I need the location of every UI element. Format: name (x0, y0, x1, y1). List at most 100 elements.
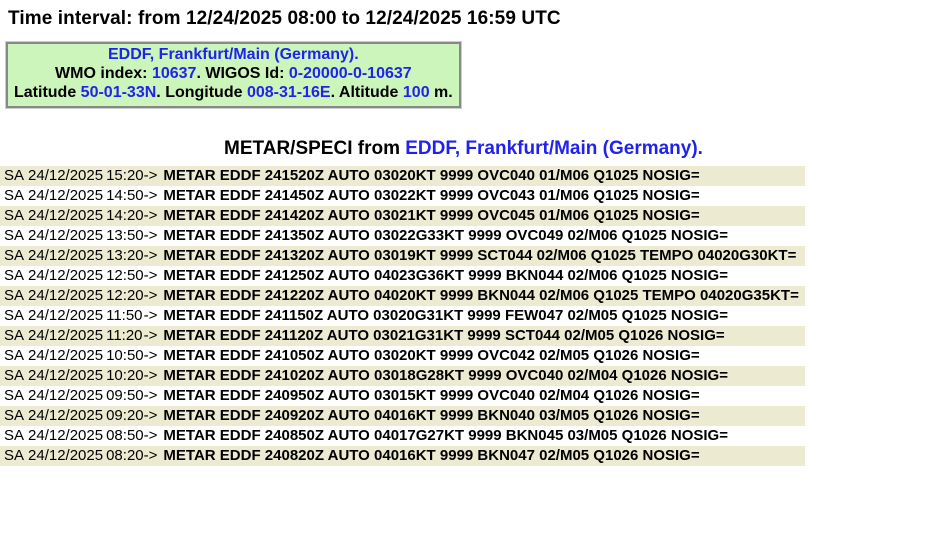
report-time-cell: 14:50 (106, 185, 144, 206)
report-time-cell: 08:50 (106, 425, 144, 446)
altitude-unit: m. (434, 83, 453, 101)
report-arrow-cell: -> (143, 345, 164, 366)
station-info-container: EDDF, Frankfurt/Main (Germany). WMO inde… (0, 30, 927, 109)
station-identifiers: WMO index: 10637. WIGOS Id: 0-20000-0-10… (14, 65, 453, 84)
report-arrow-cell: -> (143, 385, 164, 406)
report-time-cell: 10:20 (106, 365, 144, 386)
report-text-cell: METAR EDDF 241450Z AUTO 03022KT 9999 OVC… (163, 185, 805, 206)
table-row: SA 24/12/2025 14:50 -> METAR EDDF 241450Z AU… (0, 185, 805, 206)
report-date-cell: 24/12/2025 (28, 425, 107, 446)
wigos-id-value: 0-20000-0-10637 (288, 64, 412, 82)
table-row: SA 24/12/2025 12:20 -> METAR EDDF 241220Z AU… (0, 285, 805, 306)
longitude-label: Longitude (165, 83, 243, 101)
report-date-cell: 24/12/2025 (28, 445, 107, 466)
report-date-cell: 24/12/2025 (28, 305, 107, 326)
table-row: SA 24/12/2025 10:20 -> METAR EDDF 241020Z AU… (0, 365, 805, 386)
report-type-cell: SA (0, 345, 29, 366)
report-time-cell: 11:20 (106, 325, 144, 346)
report-text-cell: METAR EDDF 240950Z AUTO 03015KT 9999 OVC… (163, 385, 805, 406)
report-text-cell: METAR EDDF 241250Z AUTO 04023G36KT 9999 … (163, 265, 805, 286)
report-arrow-cell: -> (143, 425, 164, 446)
report-date-cell: 24/12/2025 (28, 245, 107, 266)
report-text-cell: METAR EDDF 241520Z AUTO 03020KT 9999 OVC… (163, 165, 805, 186)
report-arrow-cell: -> (143, 325, 164, 346)
report-arrow-cell: -> (143, 165, 164, 186)
report-date-cell: 24/12/2025 (28, 185, 107, 206)
report-time-cell: 13:50 (106, 225, 144, 246)
report-type-cell: SA (0, 285, 29, 306)
report-text-cell: METAR EDDF 241350Z AUTO 03022G33KT 9999 … (163, 225, 805, 246)
report-arrow-cell: -> (143, 245, 164, 266)
report-time-cell: 08:20 (106, 445, 144, 466)
report-time-cell: 11:50 (106, 305, 144, 326)
report-date-cell: 24/12/2025 (28, 405, 107, 426)
report-arrow-cell: -> (143, 285, 164, 306)
report-text-cell: METAR EDDF 241420Z AUTO 03021KT 9999 OVC… (163, 205, 805, 226)
station-info-box: EDDF, Frankfurt/Main (Germany). WMO inde… (5, 41, 462, 109)
latitude-separator: . (156, 83, 161, 101)
page-title: METAR/SPECI from EDDF, Frankfurt/Main (G… (0, 108, 927, 166)
table-row: SA 24/12/2025 09:20 -> METAR EDDF 240920Z AU… (0, 405, 805, 426)
report-time-cell: 10:50 (106, 345, 144, 366)
page-title-station: EDDF, Frankfurt/Main (Germany). (405, 137, 703, 159)
table-row: SA 24/12/2025 13:20 -> METAR EDDF 241320Z AU… (0, 245, 805, 266)
wigos-id-label: WIGOS Id: (205, 64, 285, 82)
report-text-cell: METAR EDDF 241120Z AUTO 03021G31KT 9999 … (163, 325, 805, 346)
report-date-cell: 24/12/2025 (28, 345, 107, 366)
station-name: EDDF, Frankfurt/Main (Germany). (108, 46, 359, 63)
latitude-label: Latitude (14, 83, 77, 101)
table-row: SA 24/12/2025 13:50 -> METAR EDDF 241350Z AU… (0, 225, 805, 246)
time-interval-heading: Time interval: from 12/24/2025 08:00 to … (8, 8, 561, 29)
report-arrow-cell: -> (143, 365, 164, 386)
report-date-cell: 24/12/2025 (28, 325, 107, 346)
report-text-cell: METAR EDDF 240820Z AUTO 04016KT 9999 BKN… (163, 445, 805, 466)
report-arrow-cell: -> (143, 265, 164, 286)
table-row: SA 24/12/2025 11:50 -> METAR EDDF 241150Z AU… (0, 305, 805, 326)
latitude-value: 50-01-33N (80, 83, 157, 101)
report-type-cell: SA (0, 205, 29, 226)
report-arrow-cell: -> (143, 405, 164, 426)
table-row: SA 24/12/2025 14:20 -> METAR EDDF 241420Z AU… (0, 205, 805, 226)
report-type-cell: SA (0, 265, 29, 286)
longitude-separator: . (330, 83, 336, 101)
page-title-prefix: METAR/SPECI from (224, 137, 400, 159)
table-row: SA 24/12/2025 15:20 -> METAR EDDF 241520Z AU… (0, 165, 805, 186)
table-row: SA 24/12/2025 08:20 -> METAR EDDF 240820Z AU… (0, 445, 805, 466)
report-time-cell: 09:50 (106, 385, 144, 406)
report-arrow-cell: -> (143, 445, 164, 466)
report-arrow-cell: -> (143, 225, 164, 246)
report-text-cell: METAR EDDF 241150Z AUTO 03020G31KT 9999 … (163, 305, 805, 326)
report-text-cell: METAR EDDF 241020Z AUTO 03018G28KT 9999 … (163, 365, 805, 386)
table-row: SA 24/12/2025 08:50 -> METAR EDDF 240850Z AU… (0, 425, 805, 446)
metar-report-table: SA 24/12/2025 15:20 -> METAR EDDF 241520Z AU… (0, 165, 805, 466)
report-type-cell: SA (0, 445, 29, 466)
report-date-cell: 24/12/2025 (28, 285, 107, 306)
longitude-value: 008-31-16E (246, 83, 331, 101)
report-time-cell: 13:20 (106, 245, 144, 266)
metar-report-body: SA 24/12/2025 15:20 -> METAR EDDF 241520Z AU… (0, 165, 805, 466)
wmo-index-label: WMO index: (55, 64, 148, 82)
report-type-cell: SA (0, 305, 29, 326)
station-coordinates: Latitude 50-01-33N. Longitude 008-31-16E… (14, 84, 453, 103)
report-type-cell: SA (0, 185, 29, 206)
report-time-cell: 15:20 (106, 165, 144, 186)
report-type-cell: SA (0, 425, 29, 446)
report-type-cell: SA (0, 225, 29, 246)
report-time-cell: 14:20 (106, 205, 144, 226)
report-date-cell: 24/12/2025 (28, 205, 107, 226)
report-date-cell: 24/12/2025 (28, 225, 107, 246)
report-time-cell: 12:50 (106, 265, 144, 286)
report-text-cell: METAR EDDF 241320Z AUTO 03019KT 9999 SCT… (163, 245, 805, 266)
report-text-cell: METAR EDDF 240850Z AUTO 04017G27KT 9999 … (163, 425, 805, 446)
report-text-cell: METAR EDDF 241050Z AUTO 03020KT 9999 OVC… (163, 345, 805, 366)
report-text-cell: METAR EDDF 240920Z AUTO 04016KT 9999 BKN… (163, 405, 805, 426)
wmo-separator: . (196, 64, 201, 82)
report-date-cell: 24/12/2025 (28, 165, 107, 186)
altitude-value: 100 (402, 83, 430, 101)
report-type-cell: SA (0, 405, 29, 426)
report-type-cell: SA (0, 365, 29, 386)
table-row: SA 24/12/2025 11:20 -> METAR EDDF 241120Z AU… (0, 325, 805, 346)
report-date-cell: 24/12/2025 (28, 385, 107, 406)
wmo-index-value: 10637 (151, 64, 197, 82)
report-type-cell: SA (0, 165, 29, 186)
